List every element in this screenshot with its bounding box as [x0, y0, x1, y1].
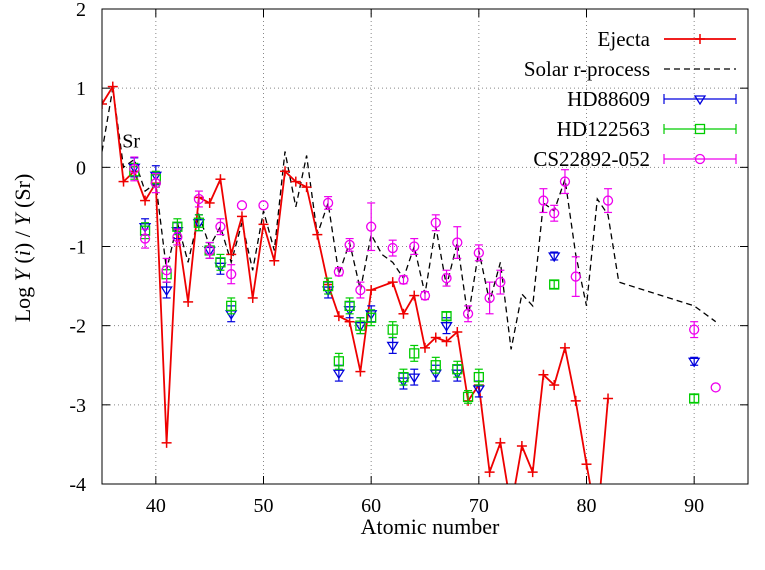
legend: Ejecta Solar r-process HD88609 HD122563 CS22…: [524, 27, 737, 171]
square-marker: [355, 320, 366, 331]
circle-marker: [570, 271, 581, 282]
y-tick-label: -2: [69, 316, 86, 338]
triangle-marker: [693, 95, 707, 106]
circle-marker: [409, 241, 420, 252]
circle-marker: [204, 245, 215, 256]
axis-ticks: 40 50 60 70 80 90 2 1 0 -1 -2 -3 -4: [69, 0, 748, 517]
circle-marker: [559, 176, 571, 187]
circle-marker: [366, 221, 377, 232]
triangle-marker: [386, 341, 399, 352]
circle-marker: [150, 178, 161, 189]
triangle-marker: [332, 369, 346, 380]
circle-marker: [215, 221, 226, 232]
legend-label: HD122563: [557, 117, 650, 141]
square-marker: [387, 324, 398, 335]
circle-marker: [355, 284, 366, 296]
x-tick-label: 90: [684, 495, 704, 517]
legend-label: Ejecta: [598, 27, 651, 51]
series-layer: [102, 81, 721, 484]
circle-marker: [602, 195, 614, 206]
y-axis-label: Log Y (i) / Y (Sr): [10, 174, 35, 323]
y-axis-label-part: (Sr): [10, 174, 35, 214]
legend-label: CS22892-052: [533, 147, 650, 171]
y-axis-label-part: i: [10, 250, 35, 256]
x-tick-label: 80: [577, 495, 597, 517]
circle-marker: [452, 237, 463, 248]
triangle-marker: [548, 252, 561, 263]
square-marker: [549, 279, 560, 290]
y-axis-label-part: Log: [10, 281, 35, 322]
y-tick-label: -1: [69, 237, 86, 259]
y-axis-label-part: (: [10, 256, 35, 269]
circle-marker: [419, 290, 431, 301]
square-marker: [462, 391, 474, 403]
y-axis-label-part: Y: [10, 266, 35, 281]
x-tick-label: 70: [469, 495, 489, 517]
circle-marker: [473, 247, 484, 258]
series-hd122563: [129, 162, 700, 404]
triangle-marker: [160, 286, 173, 297]
x-tick-label: 60: [361, 495, 381, 517]
series-cs22892-052: [129, 156, 721, 393]
circle-marker: [226, 269, 237, 280]
circle-marker: [689, 324, 700, 335]
circle-marker: [694, 153, 706, 165]
circle-marker: [139, 233, 151, 244]
square-marker: [452, 364, 463, 375]
square-marker: [689, 393, 700, 404]
x-axis-label: Atomic number: [361, 514, 500, 539]
square-marker: [694, 123, 706, 135]
square-marker: [322, 280, 334, 292]
square-marker: [441, 311, 452, 322]
circle-marker: [484, 292, 495, 304]
circle-marker: [344, 239, 355, 251]
triangle-marker: [472, 385, 486, 396]
circle-marker: [236, 200, 248, 211]
circle-marker: [333, 266, 345, 277]
square-marker: [344, 300, 355, 312]
square-marker: [398, 371, 409, 383]
circle-marker: [258, 200, 269, 211]
triangle-marker: [440, 322, 453, 332]
square-marker: [430, 360, 441, 371]
square-marker: [193, 217, 205, 228]
circle-marker: [322, 197, 334, 209]
circle-marker: [549, 208, 560, 219]
circle-marker: [387, 242, 398, 254]
square-marker: [215, 257, 226, 268]
y-tick-label: 1: [76, 78, 86, 100]
square-marker: [409, 348, 420, 359]
circle-marker: [441, 273, 452, 284]
y-tick-label: 2: [76, 0, 86, 21]
triangle-marker: [408, 373, 421, 384]
circle-marker: [462, 308, 474, 319]
square-marker: [473, 371, 484, 383]
y-tick-label: -3: [69, 395, 86, 417]
circle-marker: [161, 265, 172, 276]
circle-marker: [710, 382, 721, 393]
y-axis-label-part: Y: [10, 211, 35, 226]
annotation-label: Sr: [122, 131, 140, 153]
square-marker: [333, 356, 345, 367]
circle-marker: [129, 163, 140, 175]
circle-marker: [398, 274, 409, 285]
legend-label: HD88609: [567, 87, 650, 111]
circle-marker: [538, 195, 549, 206]
y-axis-label-part: ) /: [10, 226, 35, 250]
circle-marker: [495, 276, 506, 288]
x-tick-label: 50: [254, 495, 274, 517]
circle-marker: [193, 193, 205, 205]
legend-label: Solar r-process: [524, 57, 650, 81]
y-tick-label: 0: [76, 157, 86, 179]
series-ejecta: [102, 81, 614, 484]
y-tick-label: -4: [69, 474, 86, 496]
x-tick-label: 40: [146, 495, 166, 517]
triangle-marker: [687, 357, 701, 368]
square-marker: [226, 300, 237, 312]
circle-marker: [172, 231, 183, 243]
grid: [102, 9, 748, 484]
square-marker: [366, 312, 377, 323]
circle-marker: [430, 217, 441, 228]
